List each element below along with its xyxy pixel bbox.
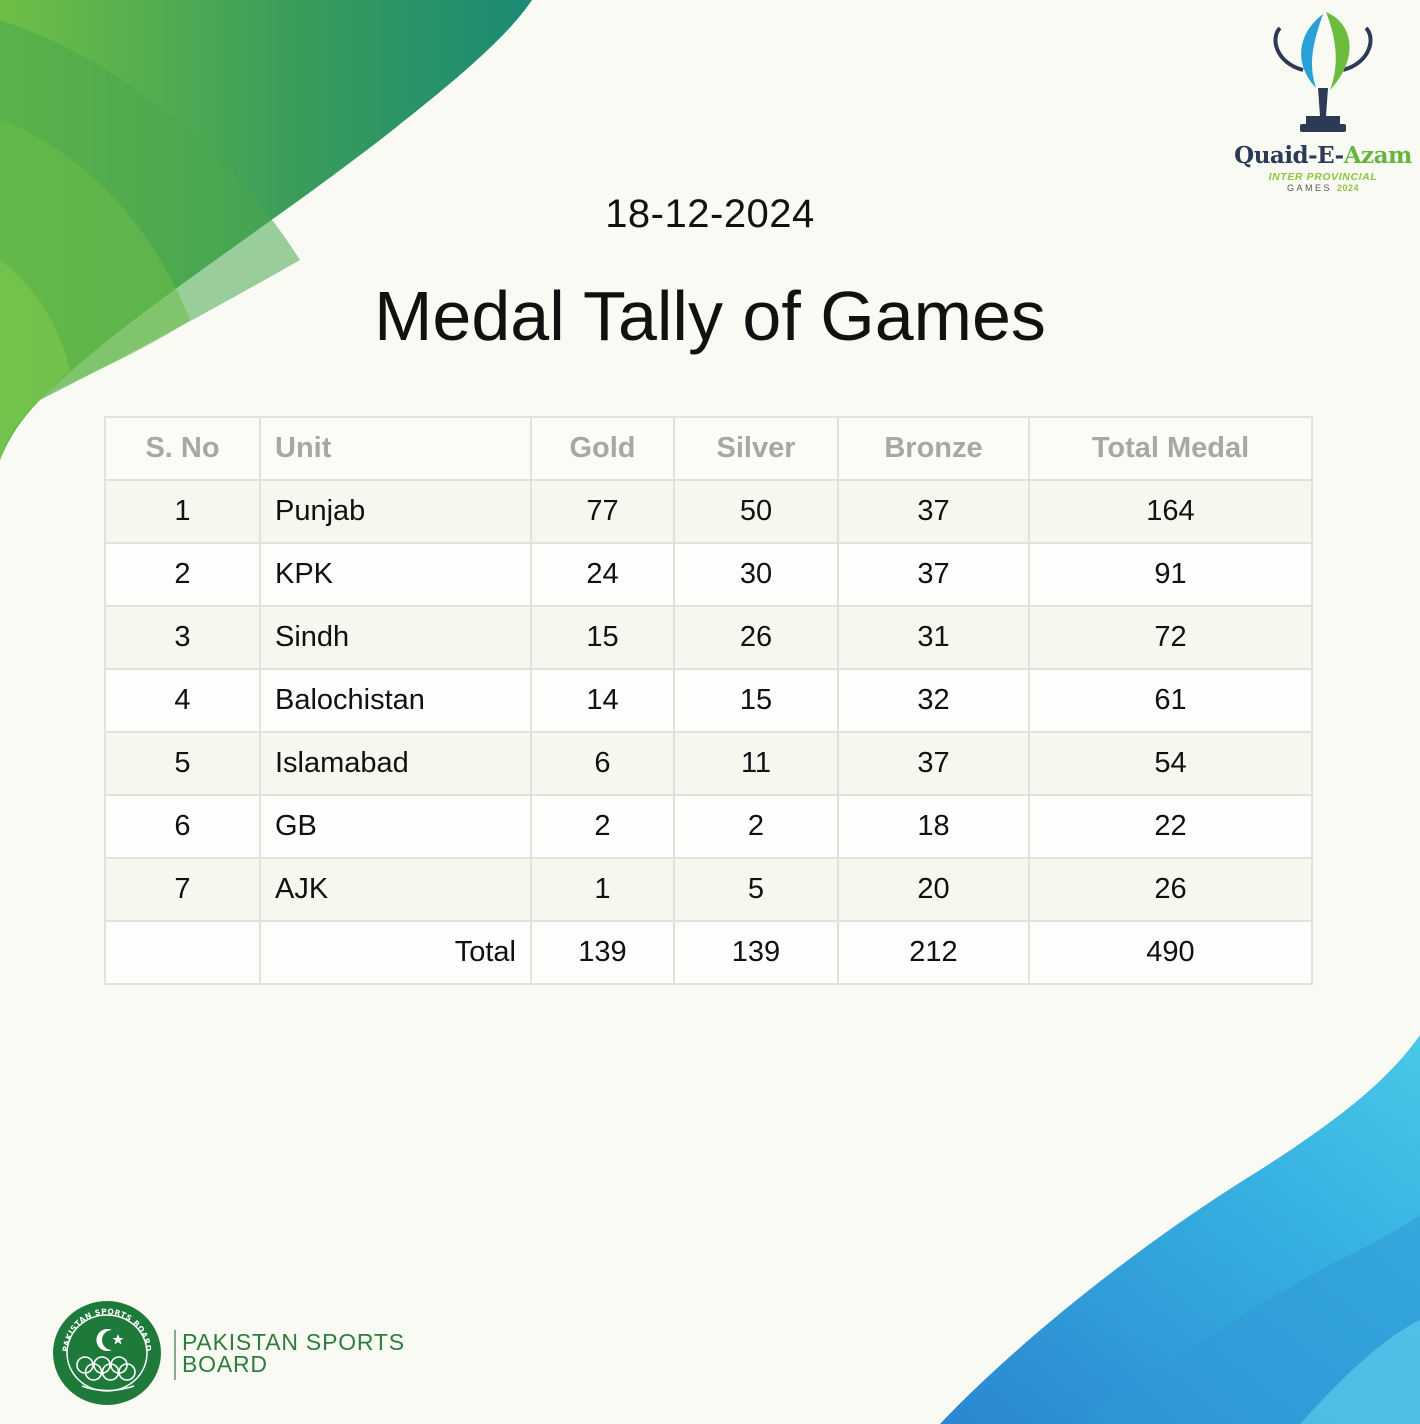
psb-logo: PAKISTAN SPORTS BOARD PAKISTAN SPORTS BO… xyxy=(52,1300,432,1410)
psb-seal-icon: PAKISTAN SPORTS BOARD xyxy=(53,1301,161,1405)
cell-total: 164 xyxy=(1028,479,1313,544)
cell-silver: 5 xyxy=(673,857,839,922)
cell-bronze: 32 xyxy=(837,668,1030,733)
cell-unit: Punjab xyxy=(259,479,532,544)
totals-gold: 139 xyxy=(530,920,675,985)
col-header-total: Total Medal xyxy=(1028,416,1313,481)
cell-unit: KPK xyxy=(259,542,532,607)
cell-sno: 7 xyxy=(104,857,261,922)
col-header-sno: S. No xyxy=(104,416,261,481)
games-logo-subtitle: INTER PROVINCIAL xyxy=(1268,171,1378,183)
cell-gold: 77 xyxy=(530,479,675,544)
totals-label: Total xyxy=(259,920,532,985)
cell-total: 61 xyxy=(1028,668,1313,733)
cell-silver: 15 xyxy=(673,668,839,733)
cell-unit: Islamabad xyxy=(259,731,532,796)
cell-gold: 15 xyxy=(530,605,675,670)
table-row: 1 Punjab 77 50 37 164 xyxy=(104,479,1313,544)
col-header-gold: Gold xyxy=(530,416,675,481)
medal-tally-table: S. No Unit Gold Silver Bronze Total Meda… xyxy=(104,416,1313,985)
col-header-bronze: Bronze xyxy=(837,416,1030,481)
cell-unit: Sindh xyxy=(259,605,532,670)
cell-bronze: 37 xyxy=(837,731,1030,796)
col-header-silver: Silver xyxy=(673,416,839,481)
table-row: 4 Balochistan 14 15 32 61 xyxy=(104,668,1313,733)
psb-name: PAKISTAN SPORTS BOARD xyxy=(182,1329,405,1377)
cell-total: 91 xyxy=(1028,542,1313,607)
table-row: 3 Sindh 15 26 31 72 xyxy=(104,605,1313,670)
cell-sno: 4 xyxy=(104,668,261,733)
table-row: 7 AJK 1 5 20 26 xyxy=(104,857,1313,922)
table-row: 5 Islamabad 6 11 37 54 xyxy=(104,731,1313,796)
bottom-right-blue-swoosh xyxy=(940,1035,1420,1424)
cell-sno: 6 xyxy=(104,794,261,859)
totals-total: 490 xyxy=(1028,920,1313,985)
cell-sno: 5 xyxy=(104,731,261,796)
cell-gold: 6 xyxy=(530,731,675,796)
games-logo-name: Quaid-E-Azam xyxy=(1234,142,1412,169)
cell-silver: 30 xyxy=(673,542,839,607)
psb-divider xyxy=(174,1330,176,1380)
cell-total: 26 xyxy=(1028,857,1313,922)
cell-sno: 3 xyxy=(104,605,261,670)
page-title: Medal Tally of Games xyxy=(374,277,1046,355)
cell-gold: 24 xyxy=(530,542,675,607)
table-row: 6 GB 2 2 18 22 xyxy=(104,794,1313,859)
totals-empty-cell xyxy=(104,920,261,985)
games-logo: Quaid-E-Azam INTER PROVINCIAL GAMES 2024 xyxy=(1228,8,1418,193)
cell-sno: 2 xyxy=(104,542,261,607)
cell-silver: 2 xyxy=(673,794,839,859)
cell-bronze: 18 xyxy=(837,794,1030,859)
totals-row: Total 139 139 212 490 xyxy=(104,920,1313,985)
totals-silver: 139 xyxy=(673,920,839,985)
cell-unit: GB xyxy=(259,794,532,859)
table-row: 2 KPK 24 30 37 91 xyxy=(104,542,1313,607)
cell-gold: 2 xyxy=(530,794,675,859)
cell-total: 22 xyxy=(1028,794,1313,859)
trophy-icon xyxy=(1273,12,1373,132)
col-header-unit: Unit xyxy=(259,416,532,481)
table-header-row: S. No Unit Gold Silver Bronze Total Meda… xyxy=(104,416,1313,481)
games-logo-games-line: GAMES 2024 xyxy=(1286,183,1360,193)
top-left-green-swoosh xyxy=(0,0,532,460)
totals-bronze: 212 xyxy=(837,920,1030,985)
cell-bronze: 31 xyxy=(837,605,1030,670)
cell-unit: AJK xyxy=(259,857,532,922)
cell-bronze: 37 xyxy=(837,542,1030,607)
cell-total: 72 xyxy=(1028,605,1313,670)
cell-sno: 1 xyxy=(104,479,261,544)
cell-gold: 1 xyxy=(530,857,675,922)
cell-bronze: 20 xyxy=(837,857,1030,922)
cell-silver: 26 xyxy=(673,605,839,670)
cell-silver: 11 xyxy=(673,731,839,796)
cell-gold: 14 xyxy=(530,668,675,733)
tally-date: 18-12-2024 xyxy=(605,192,815,236)
cell-total: 54 xyxy=(1028,731,1313,796)
cell-bronze: 37 xyxy=(837,479,1030,544)
cell-unit: Balochistan xyxy=(259,668,532,733)
cell-silver: 50 xyxy=(673,479,839,544)
